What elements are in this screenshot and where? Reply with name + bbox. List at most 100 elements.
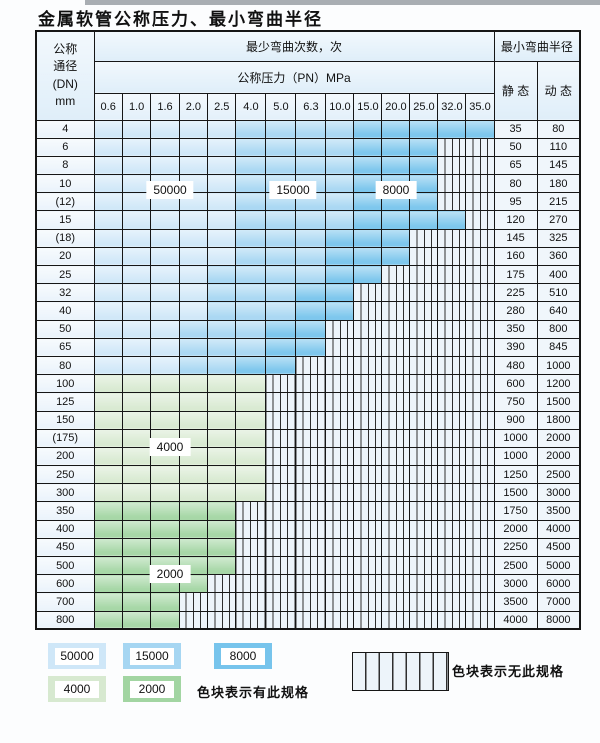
legend-swatch-8000: 8000 xyxy=(214,643,272,669)
spec-cell-rating-15000 xyxy=(295,119,327,139)
spec-cell-rating-50000 xyxy=(121,301,152,321)
spec-cell-none xyxy=(265,446,297,467)
spec-cell-rating-15000 xyxy=(295,137,327,157)
spec-cell-none xyxy=(235,555,267,576)
spec-cell-rating-4000 xyxy=(178,410,209,430)
spec-cell-none xyxy=(207,592,237,612)
spec-cell-none xyxy=(409,410,439,430)
spec-cell-none xyxy=(381,555,411,576)
spec-cell-none xyxy=(353,555,383,576)
spec-cell-rating-8000 xyxy=(353,210,383,230)
spec-cell-none xyxy=(409,337,439,357)
pressure-value-cell: 2.0 xyxy=(178,92,209,121)
spec-cell-none xyxy=(265,555,297,576)
spec-cell-none xyxy=(465,246,495,267)
spec-cell-rating-4000 xyxy=(121,428,152,448)
spec-cell-none xyxy=(353,483,383,503)
static-value-cell: 480 xyxy=(493,355,538,376)
spec-cell-none xyxy=(325,537,355,558)
spec-cell-none xyxy=(437,410,467,430)
dn-cell: 300 xyxy=(35,483,95,503)
spec-cell-rating-2000 xyxy=(207,501,237,521)
rating-label-2000: 2000 xyxy=(149,565,191,583)
spec-cell-none xyxy=(465,210,495,230)
spec-cell-rating-50000 xyxy=(121,264,152,285)
spec-cell-rating-4000 xyxy=(93,410,123,430)
dn-cell: 80 xyxy=(35,355,95,376)
spec-cell-none xyxy=(353,337,383,357)
table-row: 450 2250 4500 xyxy=(35,537,581,558)
spec-cell-rating-15000 xyxy=(235,228,267,248)
dn-cell: 25 xyxy=(35,264,95,285)
spec-cell-none xyxy=(381,483,411,503)
spec-cell-rating-15000 xyxy=(235,337,267,357)
spec-cell-rating-8000 xyxy=(381,210,411,230)
spec-cell-rating-50000 xyxy=(150,301,180,321)
spec-cell-rating-50000 xyxy=(93,246,123,267)
spec-cell-none xyxy=(325,501,355,521)
static-value-cell: 1000 xyxy=(493,446,538,467)
table-row: 100 600 1200 xyxy=(35,374,581,394)
dynamic-value-cell: 7000 xyxy=(536,592,581,612)
spec-cell-none xyxy=(353,301,383,321)
spec-cell-rating-50000 xyxy=(121,319,152,339)
spec-cell-none xyxy=(265,392,297,412)
spec-cell-none xyxy=(465,465,495,485)
dynamic-value-cell: 1000 xyxy=(536,355,581,376)
spec-cell-rating-8000 xyxy=(437,119,467,139)
static-value-cell: 750 xyxy=(493,392,538,412)
spec-cell-rating-2000 xyxy=(178,519,209,539)
spec-cell-rating-8000 xyxy=(295,319,327,339)
spec-cell-rating-2000 xyxy=(207,537,237,558)
spec-cell-none xyxy=(465,337,495,357)
dn-cell: 600 xyxy=(35,574,95,594)
spec-cell-none xyxy=(325,446,355,467)
spec-cell-none xyxy=(409,465,439,485)
spec-cell-rating-2000 xyxy=(93,610,123,630)
spec-cell-rating-15000 xyxy=(295,264,327,285)
spec-cell-rating-8000 xyxy=(409,192,439,212)
pressure-value-cell: 5.0 xyxy=(265,92,297,121)
dynamic-value-cell: 3500 xyxy=(536,501,581,521)
spec-cell-rating-2000 xyxy=(178,537,209,558)
spec-cell-rating-8000 xyxy=(465,119,495,139)
spec-cell-rating-8000 xyxy=(353,119,383,139)
spec-cell-none xyxy=(437,283,467,303)
spec-cell-rating-15000 xyxy=(265,283,297,303)
spec-cell-none xyxy=(465,137,495,157)
page-title: 金属软管公称压力、最小弯曲半径 xyxy=(38,10,323,30)
static-value-cell: 390 xyxy=(493,337,538,357)
dynamic-value-cell: 1200 xyxy=(536,374,581,394)
table-row: 600 3000 6000 xyxy=(35,574,581,594)
legend-swatch-50000: 50000 xyxy=(48,643,106,669)
spec-cell-rating-15000 xyxy=(178,337,209,357)
spec-cell-rating-50000 xyxy=(178,246,209,267)
spec-cell-rating-50000 xyxy=(150,355,180,376)
dn-cell: (18) xyxy=(35,228,95,248)
table-row: 65 390 845 xyxy=(35,337,581,357)
dynamic-value-cell: 800 xyxy=(536,319,581,339)
spec-cell-rating-15000 xyxy=(295,246,327,267)
spec-cell-rating-50000 xyxy=(207,137,237,157)
spec-cell-rating-4000 xyxy=(235,446,267,467)
dn-cell: 20 xyxy=(35,246,95,267)
pressure-value-cell: 25.0 xyxy=(409,92,439,121)
spec-cell-none xyxy=(381,501,411,521)
spec-cell-none xyxy=(353,592,383,612)
spec-cell-rating-15000 xyxy=(235,210,267,230)
dynamic-value-cell: 845 xyxy=(536,337,581,357)
spec-cell-rating-50000 xyxy=(150,155,180,176)
dn-cell: 250 xyxy=(35,465,95,485)
spec-cell-none xyxy=(325,428,355,448)
spec-cell-none xyxy=(437,246,467,267)
spec-cell-rating-50000 xyxy=(93,264,123,285)
spec-cell-none xyxy=(437,537,467,558)
rating-label-15000: 15000 xyxy=(269,181,317,199)
spec-cell-rating-15000 xyxy=(235,283,267,303)
spec-cell-none xyxy=(381,355,411,376)
spec-cell-rating-4000 xyxy=(121,446,152,467)
table-row: 150 900 1800 xyxy=(35,410,581,430)
table-row: 8 65 145 xyxy=(35,155,581,176)
spec-cell-rating-50000 xyxy=(93,337,123,357)
spec-cell-none xyxy=(465,319,495,339)
